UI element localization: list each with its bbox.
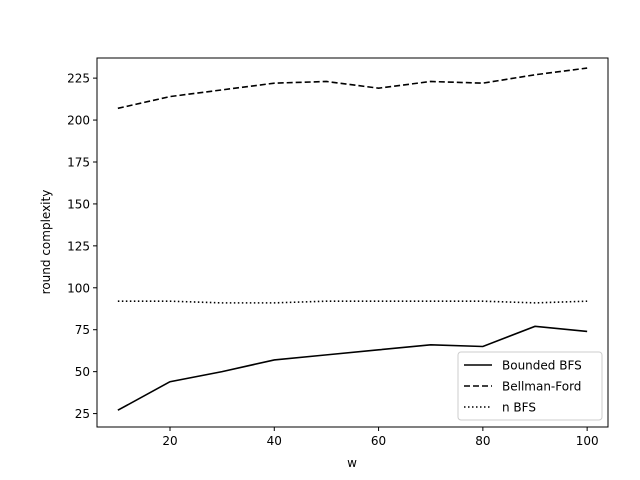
- series-line-0: [117, 325, 588, 411]
- y-tick-label-2: 75: [75, 323, 90, 337]
- plot-frame: [96, 57, 609, 428]
- y-tick-label-1: 50: [75, 365, 90, 379]
- y-axis-label: round complexity: [39, 190, 53, 295]
- y-tick-label-7: 200: [67, 114, 90, 128]
- series-line-1: [117, 67, 588, 110]
- legend: Bounded BFS Bellman-Ford n BFS: [457, 351, 603, 421]
- x-tick-label-2: 60: [371, 434, 386, 448]
- y-tick-label-4: 125: [67, 239, 90, 253]
- x-tick-label-1: 40: [267, 434, 282, 448]
- y-tick-label-0: 25: [75, 407, 90, 421]
- legend-box: [457, 351, 603, 421]
- x-axis-label: w: [347, 456, 357, 470]
- y-tick-label-5: 150: [67, 197, 90, 211]
- y-tick-label-8: 225: [67, 72, 90, 86]
- axes-ticks: 20 40 60 80 100 25 50 75 100 125 150 175 200 225: [67, 72, 599, 448]
- x-tick-label-3: 80: [475, 434, 490, 448]
- x-tick-label-0: 20: [162, 434, 177, 448]
- y-tick-label-3: 100: [67, 281, 90, 295]
- legend-label-2: n BFS: [502, 401, 536, 415]
- legend-label-1: Bellman-Ford: [502, 380, 581, 394]
- legend-label-0: Bounded BFS: [502, 359, 582, 373]
- y-tick-label-6: 175: [67, 155, 90, 169]
- x-tick-label-4: 100: [576, 434, 599, 448]
